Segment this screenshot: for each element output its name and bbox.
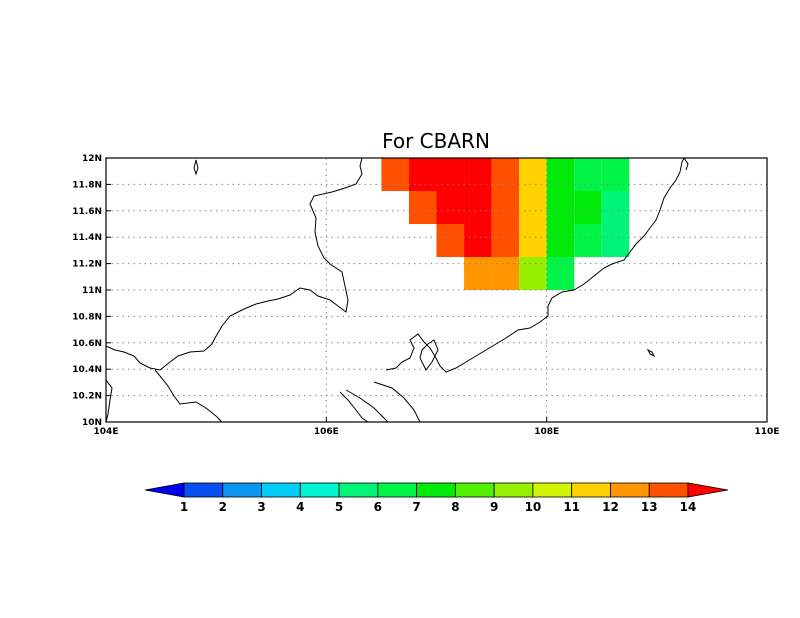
colorbar-label: 11 [563, 500, 580, 514]
heatmap-cell [464, 158, 492, 191]
colorbar-swatch [416, 482, 456, 498]
colorbar-label: 9 [490, 500, 498, 514]
colorbar-arrow-left [144, 482, 185, 498]
y-tick-label: 10.6N [72, 339, 102, 349]
heatmap-cell [491, 257, 520, 290]
map-title: For CBARN [382, 129, 490, 153]
colorbar-label: 7 [412, 500, 420, 514]
y-tick-label: 11N [82, 286, 102, 296]
colorbar-label: 6 [374, 500, 382, 514]
y-tick-label: 11.6N [72, 207, 102, 217]
colorbar-label: 8 [451, 500, 459, 514]
colorbar-label: 3 [257, 500, 265, 514]
heatmap-cell [601, 191, 630, 224]
y-tick-label: 10N [82, 418, 102, 428]
heatmap-cell [436, 158, 465, 191]
heatmap-cell [491, 158, 520, 191]
heatmap-cell [519, 158, 547, 191]
heatmap-cell [546, 158, 575, 191]
colorbar-swatch [338, 482, 379, 498]
x-tick-label: 106E [314, 427, 339, 437]
y-tick-label: 10.4N [72, 365, 102, 375]
y-tick-label: 12N [82, 154, 102, 164]
heatmap-cell [491, 224, 520, 257]
heatmap-cell [519, 191, 547, 224]
colorbar-label: 5 [335, 500, 343, 514]
colorbar-label: 2 [219, 500, 227, 514]
y-tick-label: 11.8N [72, 180, 102, 190]
axis-ticks: 104E 106E 108E 110E 10N 10.2N 10.4N 10.6N 10.8N 1… [72, 154, 779, 437]
heatmap-cell [519, 224, 547, 257]
y-tick-label: 11.4N [72, 233, 102, 243]
heatmap-cell [408, 191, 437, 224]
colorbar-swatch [610, 482, 650, 498]
colorbar-swatch [261, 482, 301, 498]
heatmap-cell [519, 257, 547, 290]
colorbar-swatch [454, 482, 495, 498]
colorbar-swatch [648, 482, 689, 498]
colorbar-swatch [532, 482, 573, 498]
colorbar-label: 13 [641, 500, 658, 514]
colorbar-label: 1 [180, 500, 188, 514]
colorbar-arrow-right [687, 482, 729, 498]
y-tick-label: 11.2N [72, 260, 102, 270]
heatmap-cell [491, 191, 520, 224]
heatmap-cell [574, 158, 602, 191]
heatmap-cell [381, 158, 409, 191]
colorbar-label: 4 [296, 500, 304, 514]
grid-lines [106, 158, 767, 422]
colorbar-label: 14 [680, 500, 697, 514]
heatmap-cell [601, 224, 630, 257]
y-tick-label: 10.2N [72, 392, 102, 402]
colorbar-swatch [377, 482, 418, 498]
colorbar-swatch [299, 482, 340, 498]
heatmap-cell [574, 191, 602, 224]
heatmap-cell [436, 191, 465, 224]
heatmap-cells [381, 158, 630, 290]
coastline [105, 157, 689, 423]
heatmap-cell [436, 224, 465, 257]
heatmap-cell [464, 191, 492, 224]
heatmap-cell [601, 158, 630, 191]
colorbar-swatch [183, 482, 224, 498]
heatmap-cell [546, 257, 575, 290]
colorbar-label: 12 [602, 500, 619, 514]
heatmap-cell [546, 191, 575, 224]
x-tick-label: 104E [94, 427, 119, 437]
heatmap-cell [464, 257, 492, 290]
heatmap-cell [408, 158, 437, 191]
heatmap-cell [574, 224, 602, 257]
colorbar-swatch [493, 482, 534, 498]
y-tick-label: 10.8N [72, 312, 102, 322]
x-tick-label: 110E [755, 427, 780, 437]
heatmap-cell [546, 224, 575, 257]
heatmap-cell [464, 224, 492, 257]
colorbar: 1 2 3 4 5 6 7 8 9 10 11 12 13 14 [144, 482, 729, 514]
x-tick-label: 108E [534, 427, 559, 437]
colorbar-label: 10 [525, 500, 542, 514]
colorbar-swatch [571, 482, 611, 498]
colorbar-swatch [222, 482, 262, 498]
